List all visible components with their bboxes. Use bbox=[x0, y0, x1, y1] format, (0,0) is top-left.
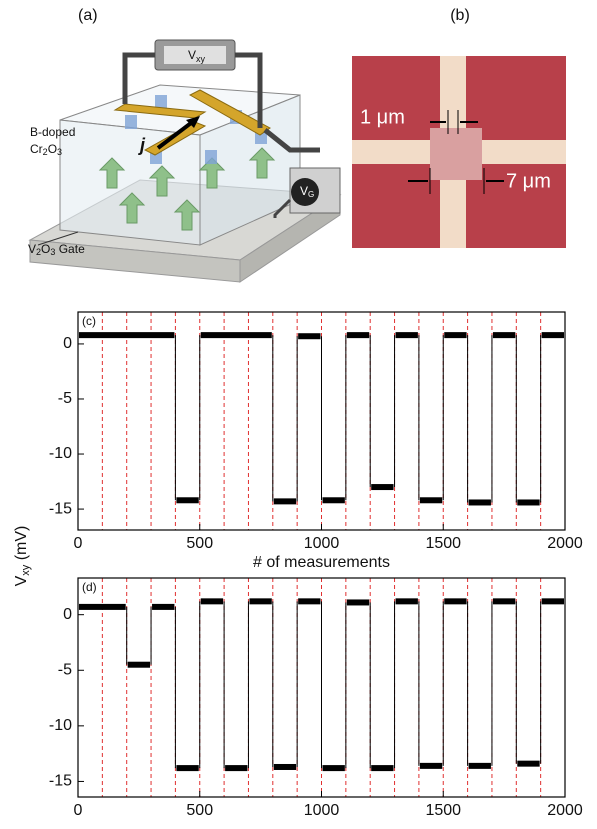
step-segment bbox=[444, 598, 466, 604]
step-segment bbox=[542, 332, 564, 338]
y-tick-label: -10 bbox=[49, 717, 72, 734]
step-segment bbox=[176, 765, 198, 771]
step-segment bbox=[396, 598, 418, 604]
step-segment bbox=[201, 598, 223, 604]
layer-label: Cr2O3 bbox=[30, 142, 62, 157]
device-illustration: j Vxy VG B-doped Cr2O3 V2O3 Gate bbox=[28, 40, 340, 282]
step-segment bbox=[298, 333, 320, 339]
panel-label: (b) bbox=[450, 7, 470, 24]
scale-label: 7 μm bbox=[506, 170, 551, 192]
step-segment bbox=[469, 499, 491, 505]
panel-label: (c) bbox=[82, 314, 96, 328]
x-tick-label: 2000 bbox=[547, 535, 583, 552]
x-tick-label: 1500 bbox=[425, 535, 461, 552]
x-tick-label: 1000 bbox=[304, 535, 340, 552]
step-segment bbox=[225, 765, 247, 771]
x-axis-label: # of measurements bbox=[253, 554, 390, 571]
x-tick-label: 500 bbox=[186, 535, 213, 552]
step-segment bbox=[274, 764, 296, 770]
step-segment bbox=[420, 497, 442, 503]
step-segment bbox=[323, 765, 345, 771]
step-segment bbox=[347, 599, 369, 605]
x-tick-label: 1500 bbox=[425, 802, 461, 819]
panel-label: (a) bbox=[78, 7, 98, 24]
step-segment bbox=[128, 662, 150, 668]
y-tick-label: -15 bbox=[49, 500, 72, 517]
y-axis-label: Vxy (mV) bbox=[13, 526, 32, 587]
x-tick-label: 1000 bbox=[304, 802, 340, 819]
panel-label: (d) bbox=[82, 580, 97, 594]
y-tick-label: -5 bbox=[58, 661, 72, 678]
current-label: j bbox=[138, 135, 146, 155]
x-tick-label: 0 bbox=[74, 802, 83, 819]
step-segment bbox=[176, 497, 198, 503]
step-segment bbox=[249, 598, 271, 604]
y-tick-label: -5 bbox=[58, 390, 72, 407]
step-segment bbox=[396, 332, 418, 338]
step-segment bbox=[347, 332, 369, 338]
step-segment bbox=[152, 604, 174, 610]
step-segment bbox=[323, 497, 345, 503]
scale-label: 1 μm bbox=[360, 106, 405, 128]
x-tick-label: 0 bbox=[74, 535, 83, 552]
y-tick-label: 0 bbox=[63, 606, 72, 623]
y-tick-label: -10 bbox=[49, 445, 72, 462]
step-segment bbox=[444, 332, 466, 338]
layer-label: B-doped bbox=[30, 125, 75, 139]
step-segment bbox=[298, 598, 320, 604]
micrograph: 1 μm 7 μm bbox=[352, 56, 566, 248]
step-segment bbox=[493, 332, 515, 338]
figure: (a) (b) j Vxy bbox=[0, 0, 597, 829]
y-tick-label: 0 bbox=[63, 335, 72, 352]
step-segment bbox=[469, 763, 491, 769]
step-segment bbox=[79, 604, 126, 610]
step-segment bbox=[79, 332, 174, 338]
step-segment bbox=[542, 598, 564, 604]
step-segment bbox=[371, 484, 393, 490]
step-segment bbox=[517, 499, 539, 505]
x-tick-label: 2000 bbox=[547, 802, 583, 819]
step-segment bbox=[274, 498, 296, 504]
step-segment bbox=[371, 765, 393, 771]
step-segment bbox=[517, 761, 539, 767]
y-tick-label: -15 bbox=[49, 773, 72, 790]
step-segment bbox=[201, 332, 272, 338]
step-segment bbox=[493, 598, 515, 604]
x-tick-label: 500 bbox=[186, 802, 213, 819]
step-segment bbox=[420, 763, 442, 769]
